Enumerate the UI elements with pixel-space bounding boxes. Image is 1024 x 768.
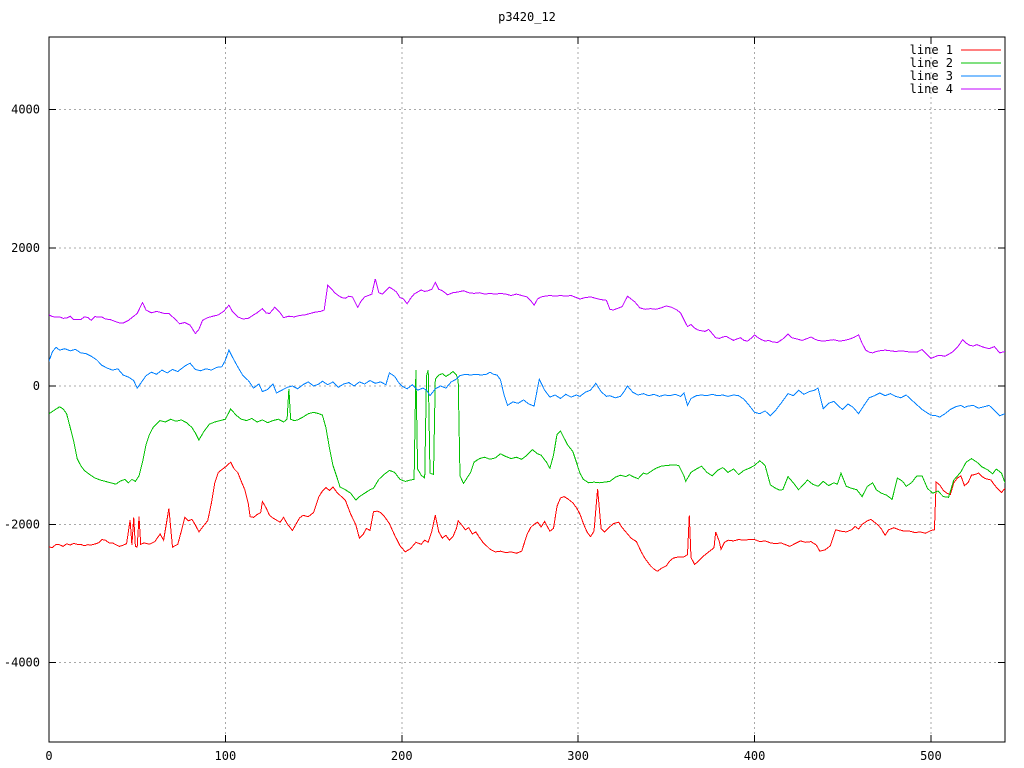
x-tick-label: 500 [920, 749, 942, 763]
legend-label: line 2 [910, 56, 953, 70]
legend-item-line-4: line 4 [910, 82, 1001, 96]
x-tick-label: 300 [567, 749, 589, 763]
series-layer [49, 278, 1005, 572]
legend-item-line-2: line 2 [910, 56, 1001, 70]
grid-layer [49, 37, 1005, 742]
x-tick-label: 400 [744, 749, 766, 763]
legend-item-line-1: line 1 [910, 43, 1001, 57]
series-line-1 [49, 461, 1005, 572]
plot-border [48, 36, 1006, 743]
series-line-3 [49, 346, 1005, 418]
legend-item-line-3: line 3 [910, 69, 1001, 83]
legend-label: line 4 [910, 82, 953, 96]
y-tick-label: 4000 [11, 103, 40, 117]
axis-label-layer: 0 100 200 300 400 500 -4000 -2000 0 2000 4000 [4, 103, 942, 763]
x-tick-label: 100 [215, 749, 237, 763]
tick-layer [48, 37, 1005, 742]
y-tick-label: -2000 [4, 517, 40, 531]
y-tick-label: -4000 [4, 656, 40, 670]
x-tick-label: 200 [391, 749, 413, 763]
series-line-4 [49, 278, 1005, 359]
x-tick-label: 0 [45, 749, 52, 763]
y-tick-label: 2000 [11, 241, 40, 255]
legend-label: line 1 [910, 43, 953, 57]
series-line-2 [49, 369, 1005, 501]
chart-title: p3420_12 [498, 10, 556, 24]
legend-label: line 3 [910, 69, 953, 83]
y-tick-label: 0 [33, 379, 40, 393]
